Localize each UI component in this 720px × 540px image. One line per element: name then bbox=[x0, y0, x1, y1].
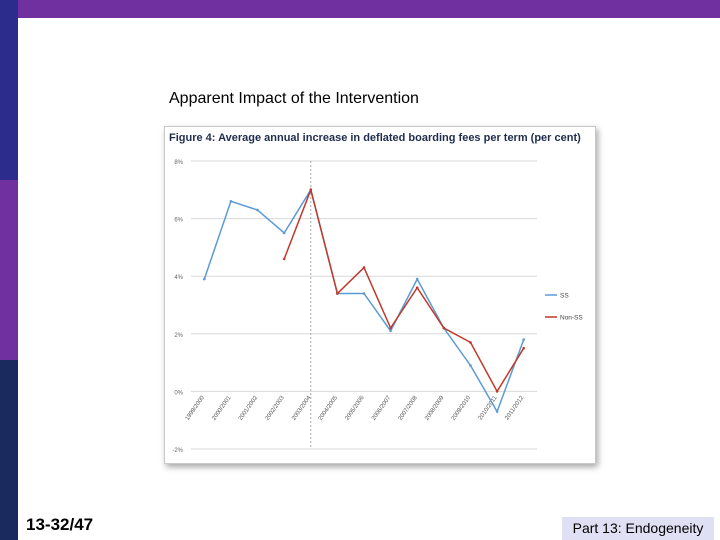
data-point bbox=[256, 208, 259, 212]
x-tick-label: 2008/2009 bbox=[424, 395, 446, 422]
x-tick-label: 2005/2006 bbox=[344, 395, 366, 422]
y-tick-label: 8% bbox=[174, 160, 183, 166]
y-tick-label: 0% bbox=[174, 390, 183, 396]
data-point bbox=[495, 410, 499, 413]
data-point bbox=[415, 277, 419, 281]
y-tick-label: 2% bbox=[174, 333, 183, 339]
legend-label: SS bbox=[560, 293, 569, 300]
series-line-non-ss bbox=[283, 187, 525, 393]
data-point bbox=[522, 346, 525, 350]
data-point bbox=[362, 266, 366, 269]
x-tick-label: 2002/2003 bbox=[265, 395, 287, 422]
data-point bbox=[203, 277, 206, 281]
series-line-ss bbox=[203, 187, 525, 414]
side-bar-top-segment bbox=[0, 0, 18, 180]
legend-label: Non-SS bbox=[560, 315, 583, 322]
x-tick-label: 2010/2011 bbox=[478, 395, 499, 422]
chart-figure: Figure 4: Average annual increase in def… bbox=[164, 126, 596, 464]
data-point bbox=[469, 341, 472, 344]
side-bar-bottom-segment bbox=[0, 360, 18, 540]
x-tick-label: 2006/2007 bbox=[371, 395, 393, 422]
x-tick-label: 2001/2002 bbox=[238, 395, 260, 422]
footer-label: Part 13: Endogeneity bbox=[562, 517, 714, 540]
top-accent-bar bbox=[0, 0, 720, 18]
data-point bbox=[229, 200, 233, 203]
data-point bbox=[389, 329, 392, 333]
data-point bbox=[282, 231, 286, 235]
chart-title: Figure 4: Average annual increase in def… bbox=[169, 132, 581, 144]
line-chart: Figure 4: Average annual increase in def… bbox=[169, 132, 583, 454]
y-tick-label: -2% bbox=[172, 448, 183, 454]
data-point bbox=[442, 326, 446, 330]
x-tick-label: 1999/2000 bbox=[185, 395, 207, 422]
data-point bbox=[309, 188, 313, 192]
x-tick-label: 2000/2001 bbox=[211, 395, 233, 422]
x-tick-label: 2004/2005 bbox=[318, 395, 340, 422]
y-tick-label: 6% bbox=[174, 218, 183, 224]
slide-number: 13-32/47 bbox=[26, 515, 94, 534]
x-tick-label: 2009/2010 bbox=[451, 395, 473, 422]
x-tick-label: 2007/2008 bbox=[398, 395, 420, 422]
data-point bbox=[469, 364, 472, 367]
data-point bbox=[389, 326, 392, 330]
data-point bbox=[522, 338, 525, 341]
data-point bbox=[362, 292, 366, 295]
data-point bbox=[336, 292, 339, 295]
data-point bbox=[282, 257, 286, 261]
slide-title: Apparent Impact of the Intervention bbox=[169, 90, 419, 107]
side-bar-middle-segment bbox=[0, 180, 18, 360]
data-point bbox=[415, 286, 419, 290]
data-point bbox=[495, 390, 499, 393]
y-tick-label: 4% bbox=[174, 275, 183, 281]
x-tick-label: 2003/2004 bbox=[291, 395, 313, 422]
x-tick-label: 2011/2012 bbox=[504, 395, 525, 422]
